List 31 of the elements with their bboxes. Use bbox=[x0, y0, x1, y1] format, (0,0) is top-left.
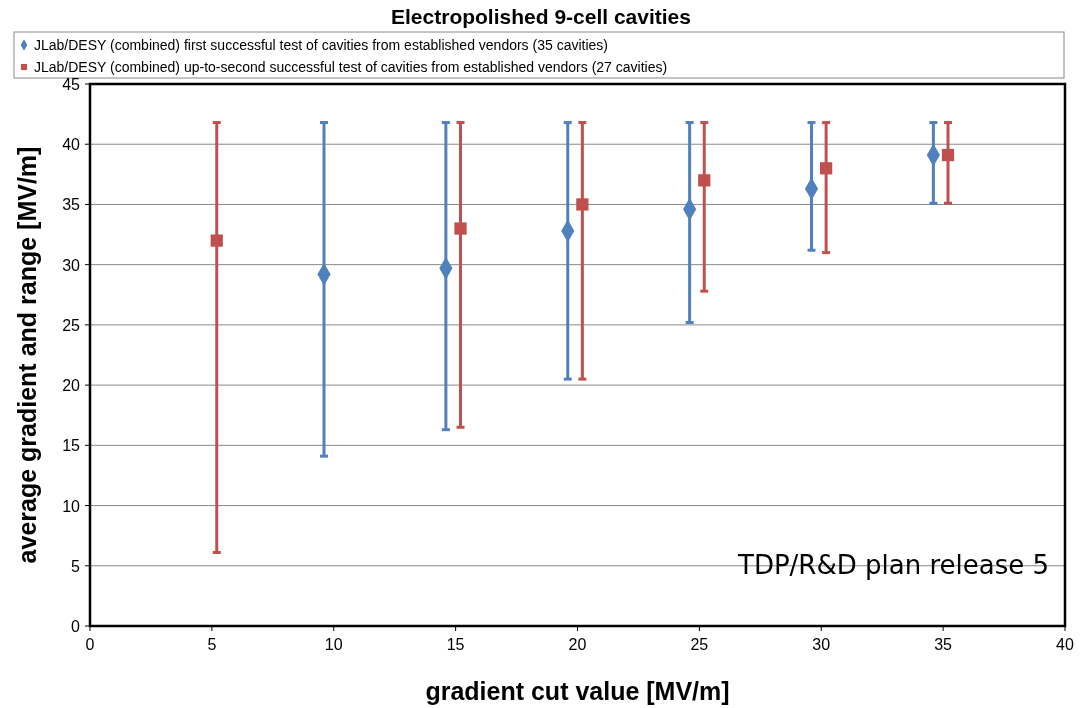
y-tick-label: 40 bbox=[62, 136, 81, 154]
y-axis-title: average gradient and range [MV/m] bbox=[13, 146, 41, 564]
y-tick-label: 0 bbox=[71, 618, 81, 635]
x-tick-label: 0 bbox=[85, 636, 95, 653]
annotation: TDP/R&D plan release 5 bbox=[737, 550, 1049, 580]
x-axis-title: gradient cut value [MV/m] bbox=[425, 677, 730, 705]
point bbox=[576, 198, 589, 211]
point bbox=[698, 174, 711, 187]
x-tick-label: 10 bbox=[324, 636, 343, 653]
y-tick-label: 30 bbox=[62, 256, 81, 274]
x-tick-label: 15 bbox=[446, 636, 465, 653]
y-tick-label: 20 bbox=[62, 377, 81, 395]
y-tick-label: 45 bbox=[62, 76, 81, 93]
legend-label: JLab/DESY (combined) first successful test of cavities from established vendors (35 cavities) bbox=[34, 37, 608, 53]
x-tick-label: 20 bbox=[568, 636, 587, 653]
y-tick-label: 35 bbox=[62, 196, 81, 214]
y-tick-label: 25 bbox=[62, 316, 81, 334]
x-tick-label: 35 bbox=[934, 636, 953, 653]
y-tick-label: 5 bbox=[71, 557, 81, 575]
point bbox=[820, 162, 833, 175]
x-tick-label: 40 bbox=[1056, 636, 1074, 653]
chart-title: Electropolished 9-cell cavities bbox=[391, 5, 691, 28]
x-tick-label: 5 bbox=[207, 636, 217, 653]
point bbox=[454, 222, 467, 235]
y-tick-label: 10 bbox=[62, 497, 81, 515]
x-tick-label: 30 bbox=[812, 636, 831, 653]
legend-label: JLab/DESY (combined) up-to-second successful test of cavities from established vendors (27 cavities) bbox=[34, 59, 668, 75]
x-tick-label: 25 bbox=[690, 636, 709, 653]
point bbox=[210, 234, 223, 247]
point bbox=[941, 148, 955, 162]
y-tick-label: 15 bbox=[62, 437, 81, 455]
